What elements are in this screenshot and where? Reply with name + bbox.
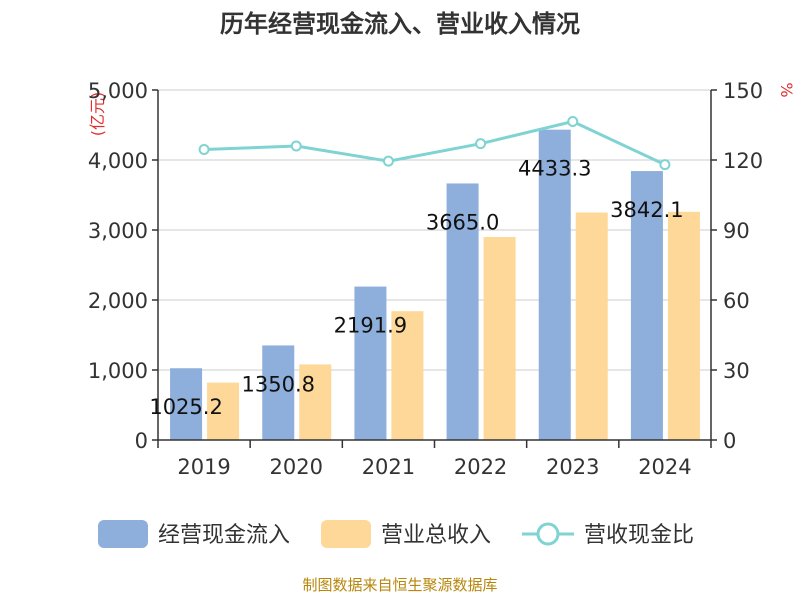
point-ratio: [290, 140, 302, 152]
chart-title: 历年经营现金流入、营业收入情况: [220, 10, 580, 38]
bar-cash-inflow: [446, 183, 479, 440]
left-axis-tick-label: 0: [135, 429, 148, 453]
left-axis-tick-label: 4,000: [88, 149, 148, 173]
left-axis-tick-label: 1,000: [88, 359, 148, 383]
x-axis-tick-label: 2024: [638, 455, 691, 479]
axes: 0 0 1,000 30 2,000 60 3,000 90 4,000 120 5,000 150 2…: [88, 79, 763, 479]
legend-item-cash-inflow[interactable]: 经营现金流入: [98, 520, 290, 548]
bar-cash-inflow: [630, 171, 663, 441]
bar-revenue: [207, 382, 240, 440]
data-label-cash-inflow: 1025.2: [149, 395, 222, 419]
bar-revenue: [299, 364, 332, 440]
bar-revenue: [391, 311, 424, 440]
x-axis-tick-label: 2021: [362, 455, 415, 479]
bar-revenue: [667, 211, 700, 440]
point-ratio: [567, 116, 579, 127]
data-label-cash-inflow: 3842.1: [610, 198, 683, 222]
data-label-cash-inflow: 1350.8: [242, 372, 315, 396]
left-axis-tick-label: 2,000: [88, 289, 148, 313]
data-label-cash-inflow: 2191.9: [334, 314, 407, 338]
point-ratio: [382, 155, 394, 167]
legend-swatch-cash-inflow: [98, 520, 148, 548]
point-ratio: [198, 144, 210, 155]
legend-swatch-revenue: [321, 520, 371, 548]
legend-item-revenue[interactable]: 营业总收入: [321, 520, 491, 548]
right-axis-tick-label: 60: [723, 289, 750, 313]
bar-revenue: [575, 212, 608, 440]
bar-cash-inflow: [170, 368, 203, 440]
x-axis-tick-label: 2020: [270, 455, 323, 479]
right-axis-unit: %: [777, 82, 796, 97]
right-axis-tick-label: 120: [723, 149, 763, 173]
x-axis-tick-label: 2019: [177, 455, 230, 479]
left-axis-tick-label: 5,000: [88, 79, 148, 103]
legend-label-revenue: 营业总收入: [381, 523, 491, 548]
bar-cash-inflow: [354, 286, 387, 440]
data-labels: 1025.2 1350.8 2191.9 3665.0 4433.3 3842.1: [149, 157, 683, 420]
line-ratio: [204, 119, 666, 167]
x-axis-tick-label: 2023: [546, 455, 599, 479]
line-series: [198, 116, 671, 171]
data-label-cash-inflow: 3665.0: [426, 210, 499, 234]
bar-cash-inflow: [262, 345, 295, 440]
legend-label-ratio: 营收现金比: [584, 523, 694, 548]
bar-series: [170, 129, 700, 441]
legend: 经营现金流入 营业总收入 营收现金比: [98, 520, 694, 548]
right-axis-tick-label: 90: [723, 219, 750, 243]
bar-cash-inflow: [538, 129, 571, 440]
left-axis-tick-label: 3,000: [88, 219, 148, 243]
bar-revenue: [483, 237, 516, 440]
point-ratio: [659, 159, 671, 171]
gridlines: [158, 89, 711, 371]
data-label-cash-inflow: 4433.3: [518, 157, 591, 181]
x-axis-tick-label: 2022: [454, 455, 507, 479]
right-axis-tick-label: 30: [723, 359, 750, 383]
point-ratio: [475, 138, 487, 150]
source-note: 制图数据来自恒生聚源数据库: [302, 576, 497, 594]
legend-label-cash-inflow: 经营现金流入: [158, 523, 290, 548]
right-axis-tick-label: 0: [723, 429, 736, 453]
legend-swatch-ratio-marker: [536, 522, 560, 546]
right-axis-tick-label: 150: [723, 79, 763, 103]
legend-item-ratio[interactable]: 营收现金比: [522, 522, 694, 548]
left-axis-unit: (亿元): [88, 92, 107, 137]
